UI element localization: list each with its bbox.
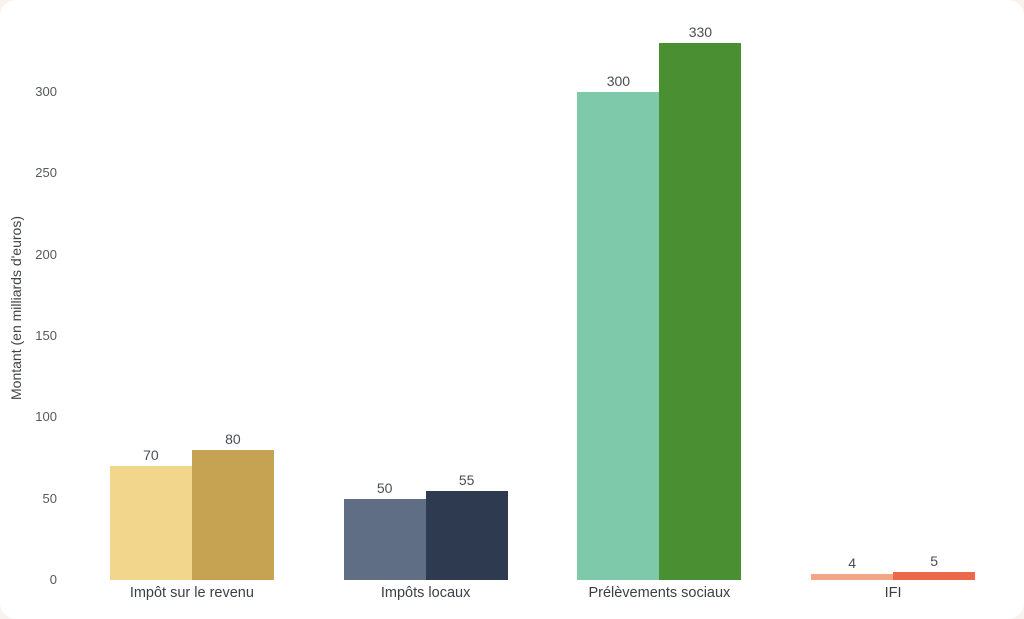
y-tick-label: 50 <box>42 490 57 506</box>
bar-value-label: 330 <box>688 24 713 41</box>
bar-column: 70 <box>109 447 192 580</box>
bar <box>343 498 426 580</box>
y-tick-label: 100 <box>35 409 57 425</box>
category-label: Prélèvements sociaux <box>588 585 731 601</box>
y-tick-label: 200 <box>35 246 57 262</box>
bar-column: 4 <box>811 554 894 580</box>
bar-column: 330 <box>659 24 742 580</box>
y-axis-tick-labels: 0 50 100 150 200 250 300 <box>0 0 57 619</box>
bar-value-label: 300 <box>606 73 631 89</box>
bar-column: 300 <box>577 73 660 580</box>
y-tick-label: 250 <box>35 165 57 181</box>
bar-group: 300 330 <box>577 0 742 580</box>
bar <box>659 43 742 580</box>
bar-group: 70 80 <box>109 0 274 580</box>
bar-column: 50 <box>343 479 426 580</box>
plot-area: 70 80 50 55 300 330 4 5 <box>75 0 1010 580</box>
bar <box>893 571 976 580</box>
bar-value-label: 55 <box>458 471 475 488</box>
y-tick-label: 300 <box>35 84 57 99</box>
bar-value-label: 50 <box>376 479 393 496</box>
bar-value-label: 4 <box>848 554 857 571</box>
category-label: Impôts locaux <box>380 585 471 601</box>
y-tick-label: 150 <box>35 328 57 343</box>
bar-column: 5 <box>893 552 976 580</box>
x-axis-category-labels: Impôt sur le revenu Impôts locaux Prélèvem… <box>75 585 1010 607</box>
bar-value-label: 80 <box>225 430 241 447</box>
category-label: IFI <box>884 585 902 601</box>
bar <box>811 573 894 580</box>
bar-column: 55 <box>425 471 508 580</box>
bar <box>577 92 660 580</box>
bar <box>191 449 274 580</box>
y-tick-label: 0 <box>49 572 57 587</box>
bar-value-label: 70 <box>143 447 159 464</box>
category-label: Impôt sur le revenu <box>129 585 254 601</box>
bar <box>425 490 508 580</box>
bar-column: 80 <box>191 430 274 580</box>
bar-value-label: 5 <box>930 552 939 569</box>
bar-group: 50 55 <box>343 0 508 580</box>
bar <box>109 466 192 580</box>
